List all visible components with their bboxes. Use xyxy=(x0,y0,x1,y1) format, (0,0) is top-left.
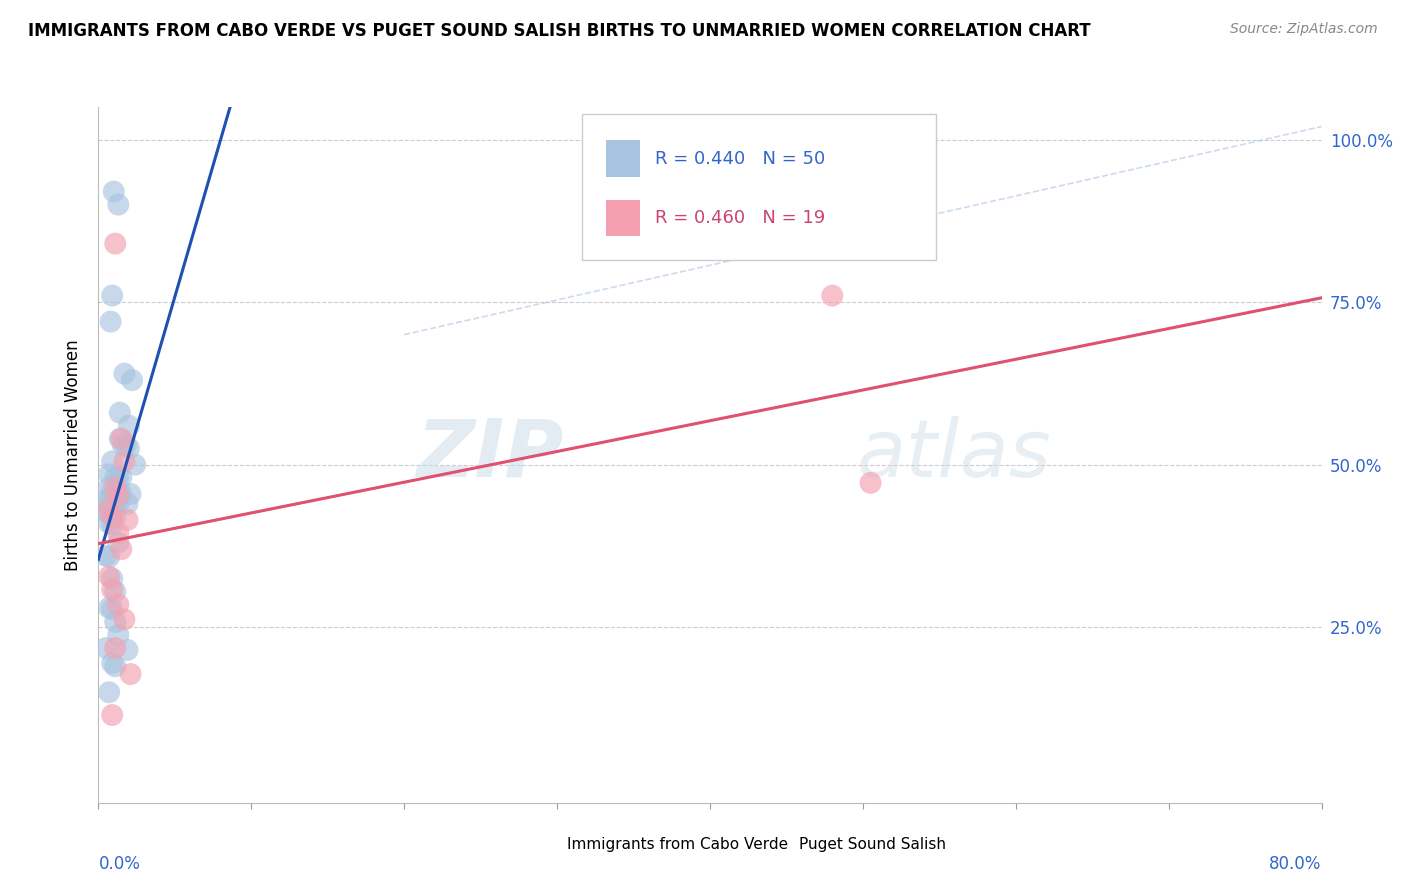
Point xyxy=(100,315,122,329)
Point xyxy=(98,600,121,615)
Bar xyxy=(606,140,640,177)
Point xyxy=(120,487,142,501)
Bar xyxy=(765,834,792,855)
Text: IMMIGRANTS FROM CABO VERDE VS PUGET SOUND SALISH BIRTHS TO UNMARRIED WOMEN CORRE: IMMIGRANTS FROM CABO VERDE VS PUGET SOUN… xyxy=(28,22,1091,40)
Point xyxy=(107,483,129,498)
Point xyxy=(117,643,139,657)
Point xyxy=(111,438,134,452)
Bar xyxy=(606,200,640,235)
Point xyxy=(118,418,141,433)
Point xyxy=(98,480,121,494)
Point xyxy=(101,507,124,521)
Point xyxy=(104,509,127,524)
Point xyxy=(104,584,127,599)
Point xyxy=(101,582,124,597)
Point xyxy=(112,454,135,468)
Point xyxy=(112,612,135,626)
Text: Source: ZipAtlas.com: Source: ZipAtlas.com xyxy=(1230,22,1378,37)
Point xyxy=(98,467,121,482)
Point xyxy=(94,493,117,508)
Text: 80.0%: 80.0% xyxy=(1270,855,1322,873)
Point xyxy=(821,288,844,302)
Point xyxy=(104,236,127,251)
Point xyxy=(118,442,141,456)
Point xyxy=(110,471,132,485)
Point xyxy=(104,659,127,673)
Text: R = 0.460   N = 19: R = 0.460 N = 19 xyxy=(655,210,825,227)
Point xyxy=(101,288,124,302)
Point xyxy=(98,685,121,699)
Point xyxy=(117,513,139,527)
Text: ZIP: ZIP xyxy=(416,416,564,494)
Point xyxy=(107,197,129,211)
Point xyxy=(107,471,129,485)
Point xyxy=(98,516,121,531)
Point xyxy=(94,641,117,656)
Point xyxy=(107,497,129,511)
Point xyxy=(110,432,132,446)
Point xyxy=(110,542,132,557)
Point xyxy=(98,493,121,508)
Point xyxy=(107,489,129,503)
Text: Puget Sound Salish: Puget Sound Salish xyxy=(800,837,946,852)
Point xyxy=(101,656,124,670)
Point xyxy=(104,615,127,629)
Point xyxy=(121,373,143,387)
Point xyxy=(112,367,135,381)
Point xyxy=(104,480,127,494)
Point xyxy=(98,569,121,583)
Point xyxy=(98,502,121,516)
Point xyxy=(101,483,124,498)
Point xyxy=(110,487,132,501)
Point xyxy=(104,497,127,511)
Point xyxy=(107,535,129,549)
Bar xyxy=(533,834,560,855)
Point xyxy=(107,628,129,642)
Text: 0.0%: 0.0% xyxy=(98,855,141,873)
Point xyxy=(101,493,124,508)
Point xyxy=(94,504,117,518)
Point xyxy=(101,708,124,723)
Point xyxy=(101,572,124,586)
Point xyxy=(124,458,146,472)
Point xyxy=(101,509,124,524)
Point xyxy=(120,667,142,681)
Point xyxy=(104,471,127,485)
Point xyxy=(98,549,121,564)
Y-axis label: Births to Unmarried Women: Births to Unmarried Women xyxy=(65,339,83,571)
Text: atlas: atlas xyxy=(856,416,1052,494)
Text: Immigrants from Cabo Verde: Immigrants from Cabo Verde xyxy=(567,837,787,852)
Point xyxy=(101,454,124,468)
Point xyxy=(101,517,124,532)
Point xyxy=(117,497,139,511)
Point xyxy=(98,507,121,521)
Point xyxy=(107,598,129,612)
Point xyxy=(108,432,131,446)
Point xyxy=(101,602,124,616)
Point xyxy=(115,438,138,452)
FancyBboxPatch shape xyxy=(582,114,936,260)
Point xyxy=(104,641,127,656)
Point xyxy=(107,525,129,540)
Point xyxy=(859,475,882,490)
Point xyxy=(94,549,117,563)
Point xyxy=(104,483,127,498)
Text: R = 0.440   N = 50: R = 0.440 N = 50 xyxy=(655,150,825,168)
Point xyxy=(108,406,131,420)
Point xyxy=(103,185,125,199)
